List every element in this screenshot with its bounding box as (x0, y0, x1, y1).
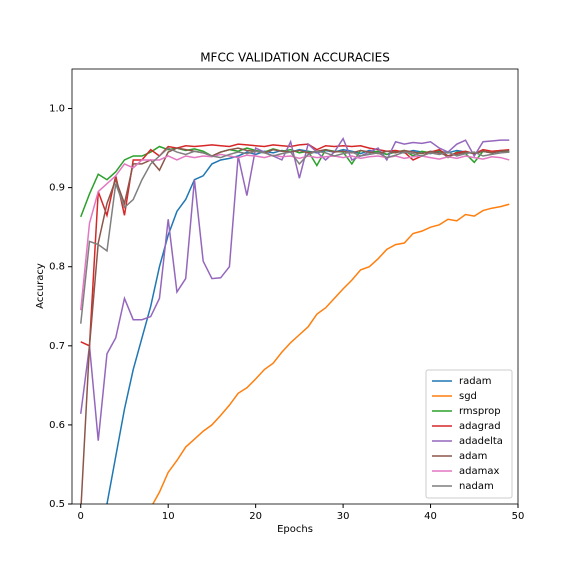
x-tick-label: 10 (162, 511, 175, 522)
y-tick-label: 0.5 (49, 499, 65, 510)
y-tick-label: 0.7 (49, 341, 65, 352)
legend-label: nadam (459, 481, 494, 492)
x-tick-label: 20 (249, 511, 262, 522)
legend-label: adadelta (459, 436, 503, 447)
plot-lines (80, 136, 510, 504)
legend-label: rmsprop (459, 406, 501, 417)
y-tick-label: 0.8 (49, 262, 65, 273)
plot-frame (71, 68, 519, 505)
x-axis-label: Epochs (277, 524, 313, 535)
x-tick-label: 40 (424, 511, 437, 522)
x-tick-label: 30 (337, 511, 350, 522)
y-tick-label: 0.9 (49, 183, 65, 194)
chart-title: MFCC VALIDATION ACCURACIES (200, 51, 390, 65)
y-tick-label: 0.6 (49, 420, 65, 431)
series-line (152, 203, 510, 504)
legend-label: radam (459, 376, 491, 387)
series-line (80, 147, 510, 324)
legend-box (425, 369, 513, 499)
y-tick-label: 1.0 (49, 104, 65, 115)
legend-label: adagrad (459, 421, 501, 432)
series-line (80, 136, 510, 441)
legend-label: adam (459, 451, 487, 462)
series-line (80, 143, 510, 347)
legend-label: adamax (459, 466, 499, 477)
x-tick-label: 50 (512, 511, 525, 522)
legend-label: sgd (459, 391, 477, 402)
x-tick-label: 0 (78, 511, 84, 522)
y-axis-label: Accuracy (35, 263, 46, 309)
